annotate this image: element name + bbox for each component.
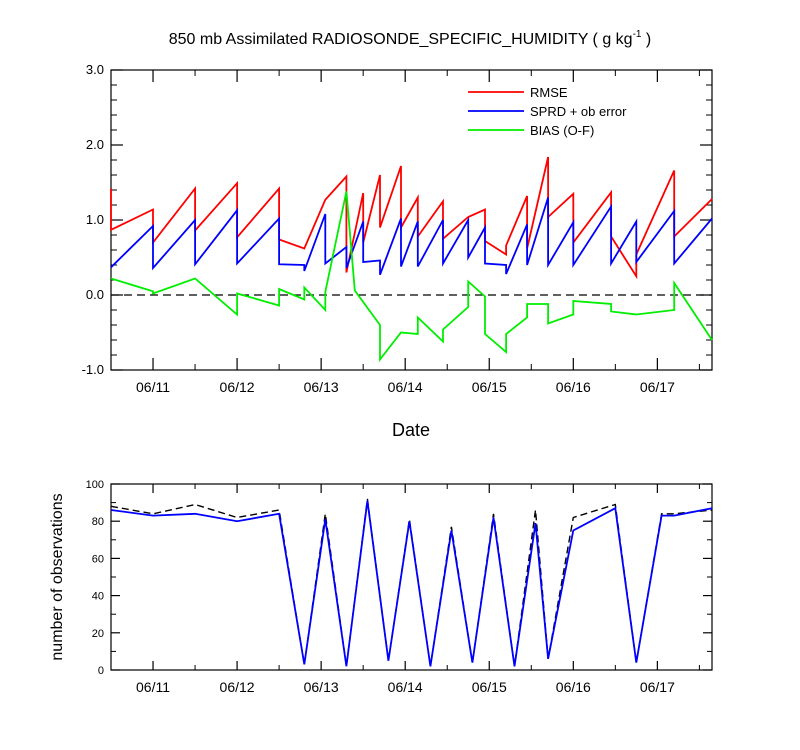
chart-title-superscript: -1	[633, 29, 642, 40]
xtick-label: 06/15	[472, 379, 507, 395]
ytick-label: 100	[86, 479, 104, 491]
upper-series-group	[110, 156, 713, 363]
ytick-label: 2.0	[86, 137, 104, 152]
xtick-label: 06/14	[388, 679, 423, 695]
xtick-label: 06/16	[556, 379, 591, 395]
ytick-label: -1.0	[82, 362, 104, 377]
ytick-label: 3.0	[86, 62, 104, 77]
xtick-label: 06/15	[472, 679, 507, 695]
xtick-label: 06/12	[220, 379, 255, 395]
legend-label: BIAS (O-F)	[530, 123, 594, 138]
x-axis-label: Date	[392, 420, 430, 440]
xtick-label: 06/11	[136, 679, 170, 695]
lower-series-group	[110, 498, 713, 667]
legend-label: SPRD + ob error	[530, 104, 627, 119]
lower-plot-frame	[110, 483, 713, 671]
series-line-rmse	[110, 156, 713, 280]
ytick-label: 0.0	[86, 287, 104, 302]
lower-plot: 0 20 40 60 80 100 06/11 06/12 06/13 06/14 06/15 06/…	[49, 479, 713, 695]
ytick-label: 0	[98, 665, 104, 677]
xtick-label: 06/14	[388, 379, 423, 395]
chart-title-end: )	[641, 31, 651, 48]
series-line-sprd-ob-error	[110, 197, 713, 276]
chart-title: 850 mb Assimilated RADIOSONDE_SPECIFIC_H…	[169, 29, 652, 48]
xtick-label: 06/17	[640, 379, 675, 395]
xtick-label: 06/13	[304, 379, 339, 395]
upper-plot: -1.0 0.0 1.0 2.0 3.0 06/11 06/12 06/13 06/14 06/1…	[82, 62, 713, 440]
ytick-label: 20	[92, 628, 104, 640]
lower-axis-ticks: 0 20 40 60 80 100 06/11 06/12 06/13 06/14 06/15 06/…	[86, 479, 712, 695]
series-line-observations-assimilated	[110, 500, 713, 667]
series-line-observations-possible	[110, 498, 713, 667]
ytick-label: 1.0	[86, 212, 104, 227]
series-line-bias-o-f	[110, 191, 713, 363]
y-axis-label-observations: number of observations	[49, 493, 66, 660]
ytick-label: 60	[92, 553, 104, 565]
xtick-label: 06/11	[136, 379, 170, 395]
ytick-label: 40	[92, 591, 104, 603]
chart-title-main: 850 mb Assimilated RADIOSONDE_SPECIFIC_H…	[169, 31, 633, 48]
xtick-label: 06/13	[304, 679, 339, 695]
legend-label: RMSE	[530, 85, 568, 100]
ytick-label: 80	[92, 516, 104, 528]
legend: RMSE SPRD + ob error BIAS (O-F)	[468, 85, 627, 138]
xtick-label: 06/16	[556, 679, 591, 695]
upper-axis-ticks: -1.0 0.0 1.0 2.0 3.0 06/11 06/12 06/13 06/14 06/1…	[82, 62, 712, 395]
xtick-label: 06/17	[640, 679, 675, 695]
xtick-label: 06/12	[220, 679, 255, 695]
